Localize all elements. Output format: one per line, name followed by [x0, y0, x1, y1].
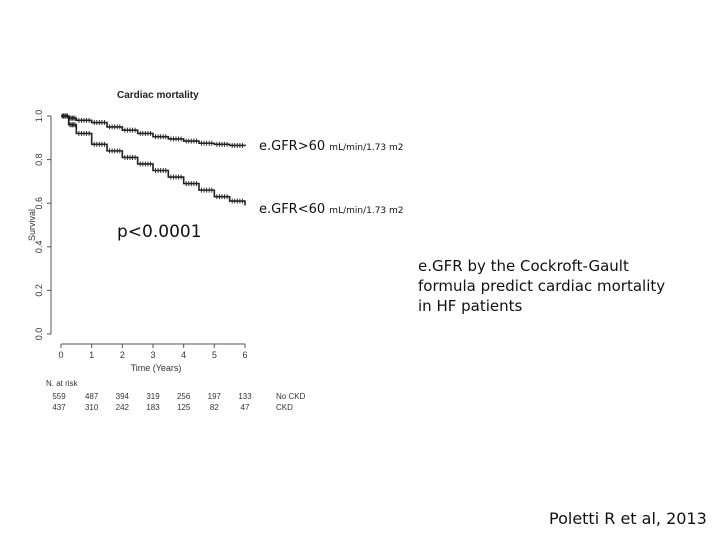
x-tick-label: 2 [120, 350, 125, 360]
x-tick-label: 1 [89, 350, 94, 360]
risk-value: 487 [85, 392, 99, 401]
y-tick-label: 0.0 [34, 328, 44, 341]
risk-value: 310 [85, 403, 99, 412]
citation: Poletti R et al, 2013 [549, 509, 707, 528]
x-tick-label: 5 [212, 350, 217, 360]
y-tick-label: 0.4 [34, 241, 44, 254]
risk-value: 183 [146, 403, 160, 412]
risk-value: 125 [177, 403, 191, 412]
risk-value: 82 [210, 403, 219, 412]
risk-value: 559 [52, 392, 66, 401]
risk-value: 437 [52, 403, 66, 412]
x-axis-label: Time (Years) [131, 363, 182, 373]
risk-value: 197 [208, 392, 222, 401]
risk-value: 133 [238, 392, 252, 401]
risk-table: N. at risk 559 487 394 319 256 197 133 No CKD 437… [46, 379, 306, 412]
survival-line-1 [61, 115, 246, 206]
y-axis-label: Survival [27, 209, 37, 241]
risk-row-label: CKD [276, 403, 293, 412]
x-tick-label: 4 [181, 350, 186, 360]
series-label-gfr-above-60: e.GFR>60 mL/min/1.73 m2 [259, 139, 404, 154]
y-tick-label: 0.8 [34, 153, 44, 166]
risk-value: 256 [177, 392, 191, 401]
y-tick-label: 0.2 [34, 284, 44, 297]
risk-table-title: N. at risk [46, 379, 79, 388]
risk-value: 47 [241, 403, 250, 412]
x-tick-label: 3 [150, 350, 155, 360]
series-label-unit: mL/min/1.73 m2 [329, 143, 404, 153]
survival-curves [61, 113, 246, 206]
x-tick-label: 0 [58, 350, 63, 360]
risk-value: 394 [116, 392, 130, 401]
x-tick-label: 6 [242, 350, 247, 360]
risk-value: 242 [116, 403, 130, 412]
series-label-name: e.GFR>60 [259, 139, 326, 154]
summary-note: e.GFR by the Cockroft-Gault formula pred… [418, 257, 666, 315]
series-label-unit: mL/min/1.73 m2 [329, 206, 404, 216]
y-tick-label: 1.0 [34, 110, 44, 123]
series-label-name: e.GFR<60 [259, 202, 326, 217]
survival-line-0 [61, 115, 246, 147]
chart-title: Cardiac mortality [117, 90, 199, 101]
risk-row-label: No CKD [276, 392, 306, 401]
risk-value: 319 [146, 392, 160, 401]
series-label-gfr-below-60: e.GFR<60 mL/min/1.73 m2 [259, 202, 404, 217]
axes: Cardiac mortality 0.0 0.2 0.4 0.6 0.8 1.0 Survi… [27, 90, 248, 373]
p-value: p<0.0001 [117, 222, 202, 242]
y-tick-label: 0.6 [34, 197, 44, 210]
